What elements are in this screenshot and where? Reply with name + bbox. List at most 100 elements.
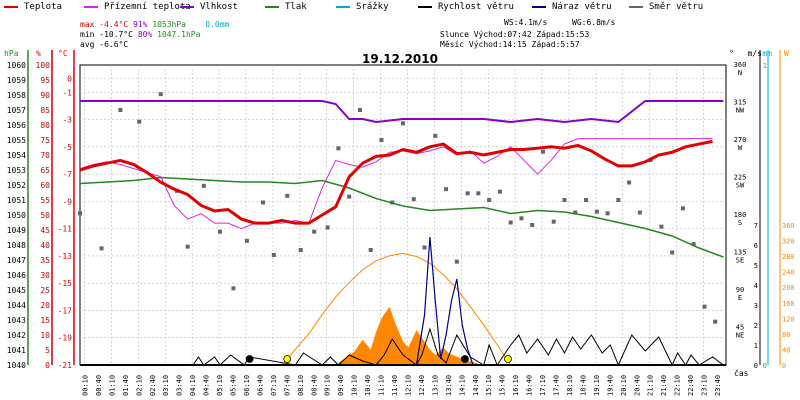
pressure-tick-label: 1057 xyxy=(7,106,26,115)
stat-min-press: 1047.1hPa xyxy=(157,30,201,39)
wind-dir-point xyxy=(508,220,513,225)
wind-dir-point xyxy=(244,238,249,243)
pressure-tick-label: 1052 xyxy=(7,181,26,190)
x-tick-label: 22:40 xyxy=(687,375,695,396)
radiation-tick-label: 0 xyxy=(782,362,786,370)
x-tick-label: 16:10 xyxy=(512,375,520,396)
humidity-tick-label: 5 xyxy=(45,346,50,355)
wind-dir-point xyxy=(605,211,610,216)
temperature-tick-label: -11 xyxy=(58,225,73,234)
wind-dir-point xyxy=(217,229,222,234)
temperature-axis-label: °C xyxy=(58,49,68,58)
pressure-tick-label: 1042 xyxy=(7,331,26,340)
legend-swatch-naraz-vetru xyxy=(532,5,546,8)
wind-dir-point xyxy=(519,216,524,221)
legend-item-rychlost-vetru: Rychlost větru xyxy=(418,2,514,12)
wind-speed-tick-label: 6 xyxy=(754,242,758,250)
wind-dir-point xyxy=(401,121,405,126)
temperature-tick-label: -5 xyxy=(62,143,72,152)
stat-precip: 0.0mm xyxy=(205,20,230,29)
x-tick-label: 03:10 xyxy=(162,375,170,396)
stat-max-hum: 91% xyxy=(133,20,148,29)
pressure-tick-label: 1041 xyxy=(7,346,26,355)
pressure-tick-label: 1043 xyxy=(7,316,26,325)
wind-dir-compass-label: S xyxy=(738,219,742,227)
humidity-tick-label: 25 xyxy=(40,286,50,295)
x-tick-label: 09:40 xyxy=(337,375,345,396)
x-tick-label: 14:10 xyxy=(458,375,466,396)
wind-dir-point xyxy=(298,248,303,252)
x-tick-label: 11:40 xyxy=(391,375,399,396)
legend-item-tlak: Tlak xyxy=(265,2,307,12)
plot-area xyxy=(79,64,727,366)
event-marker xyxy=(461,355,469,363)
temperature-line xyxy=(79,139,713,225)
pressure-tick-label: 1058 xyxy=(7,91,26,100)
x-tick-label: 12:40 xyxy=(418,375,426,396)
wind-dir-point xyxy=(137,119,142,124)
pressure-tick-label: 1054 xyxy=(7,151,26,160)
humidity-tick-label: 60 xyxy=(40,181,50,190)
temperature-tick-label: -7 xyxy=(62,170,72,179)
wind-dir-tick-label: 360 xyxy=(734,61,747,69)
humidity-line xyxy=(80,100,724,124)
precip-tick-label: 0 xyxy=(763,362,767,370)
radiation-curve xyxy=(281,252,512,366)
humidity-tick-label: 40 xyxy=(40,241,50,250)
wind-dir-point xyxy=(476,191,481,196)
humidity-tick-label: 0 xyxy=(45,361,50,370)
stat-wg: WG:6.8m/s xyxy=(572,18,616,27)
wind-speed-tick-label: 0 xyxy=(754,362,758,370)
wind-dir-tick-label: 135 xyxy=(734,249,747,257)
humidity-tick-label: 50 xyxy=(40,211,50,220)
pressure-tick-label: 1059 xyxy=(7,76,26,85)
wind-dir-point xyxy=(99,246,104,251)
x-tick-label: 18:40 xyxy=(579,375,587,396)
radiation-tick-label: 240 xyxy=(782,269,795,277)
wind-dir-point xyxy=(487,198,492,202)
wind-dir-compass-label: W xyxy=(738,144,743,152)
wind-dir-point xyxy=(562,198,567,202)
pressure-tick-label: 1050 xyxy=(7,211,26,220)
event-marker xyxy=(504,355,512,363)
wind-speed-axis-label: m/s xyxy=(748,49,763,58)
pressure-tick-label: 1040 xyxy=(7,361,26,370)
x-tick-label: 09:10 xyxy=(324,375,332,396)
x-tick-label: 12:10 xyxy=(404,375,412,396)
wind-gust-line xyxy=(415,236,474,366)
radiation-tick-label: 280 xyxy=(782,253,795,261)
precip-tick-label: 1 xyxy=(763,62,767,70)
wind-dir-point xyxy=(271,253,276,257)
wind-dir-point xyxy=(368,248,373,252)
wind-dir-point xyxy=(379,138,384,142)
event-marker xyxy=(245,355,254,363)
x-tick-label: 13:40 xyxy=(445,375,453,396)
x-tick-label: 07:40 xyxy=(283,375,291,396)
temperature-tick-label: -13 xyxy=(58,252,73,261)
wind-speed-tick-label: 4 xyxy=(754,282,758,290)
pressure-tick-label: 1051 xyxy=(7,196,26,205)
wind-dir-point xyxy=(201,183,206,188)
x-tick-label: 11:10 xyxy=(378,375,386,396)
x-tick-label: 23:10 xyxy=(701,375,709,396)
humidity-tick-label: 45 xyxy=(40,226,50,235)
wind-dir-point xyxy=(285,193,290,198)
wind-dir-compass-label: NE xyxy=(736,332,744,340)
wind-dir-point xyxy=(497,189,502,194)
legend-item-smer-vetru: Směr větru xyxy=(629,2,703,12)
legend-swatch-srazky xyxy=(336,5,350,8)
humidity-tick-label: 35 xyxy=(40,256,50,265)
wind-dir-point xyxy=(713,319,718,324)
radiation-tick-label: 40 xyxy=(782,346,790,354)
wind-dir-point xyxy=(185,244,190,249)
humidity-tick-label: 75 xyxy=(40,136,50,145)
wind-dir-axis-label: ° xyxy=(729,49,734,58)
wind-dir-tick-label: 90 xyxy=(736,286,744,294)
wind-dir-point xyxy=(680,206,685,211)
wind-speed-tick-label: 1 xyxy=(754,342,758,350)
x-tick-label: 19:40 xyxy=(606,375,614,396)
wind-dir-point xyxy=(659,224,664,229)
stat-avg-temp: avg -6.6°C xyxy=(80,40,129,49)
wind-dir-point xyxy=(261,200,266,205)
x-tick-label: 10:10 xyxy=(351,375,359,396)
